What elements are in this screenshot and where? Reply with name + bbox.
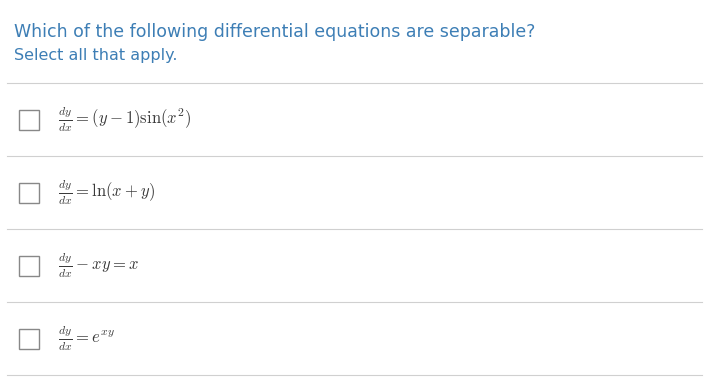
FancyBboxPatch shape [19,328,39,349]
FancyBboxPatch shape [19,183,39,203]
Text: $\frac{dy}{dx} - xy = x$: $\frac{dy}{dx} - xy = x$ [58,251,139,280]
Text: Which of the following differential equations are separable?: Which of the following differential equa… [14,23,535,41]
Text: $\frac{dy}{dx} = (y-1)\sin(x^2)$: $\frac{dy}{dx} = (y-1)\sin(x^2)$ [58,105,191,134]
Text: $\frac{dy}{dx} = \ln(x+y)$: $\frac{dy}{dx} = \ln(x+y)$ [58,178,155,207]
FancyBboxPatch shape [19,110,39,130]
Text: $\frac{dy}{dx} = e^{xy}$: $\frac{dy}{dx} = e^{xy}$ [58,324,115,353]
FancyBboxPatch shape [19,256,39,276]
Text: Select all that apply.: Select all that apply. [14,48,177,63]
